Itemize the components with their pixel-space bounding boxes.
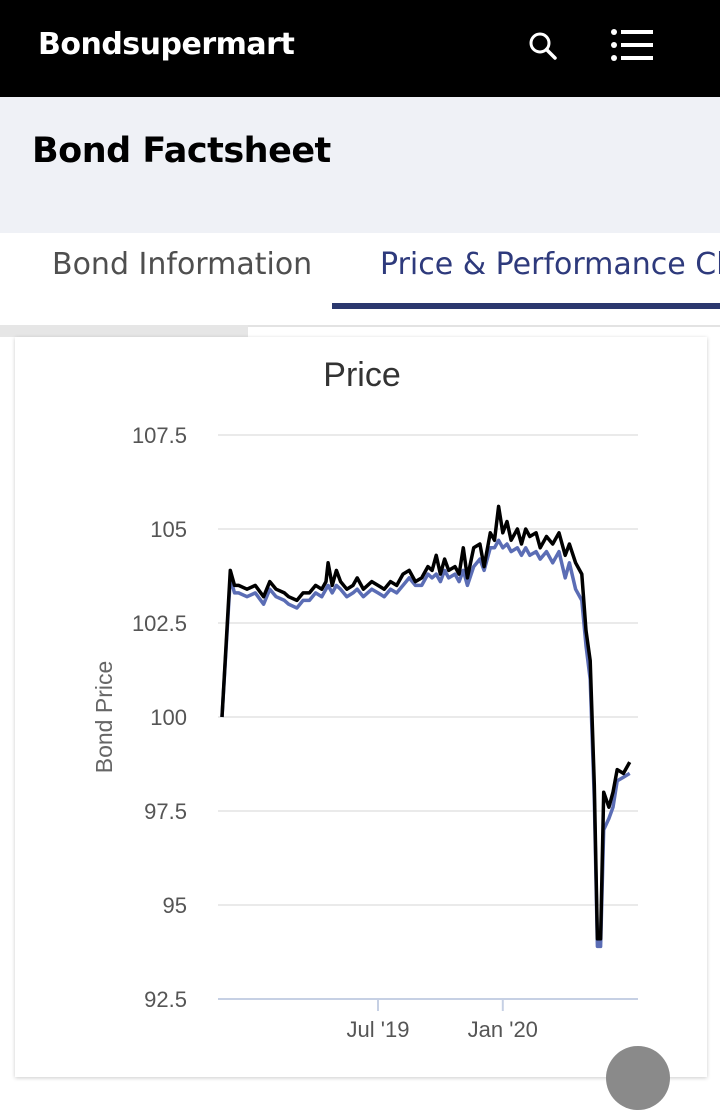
tab-price-performance[interactable]: Price & Performance Cha	[380, 247, 720, 282]
tab-scrollbar[interactable]	[0, 325, 248, 337]
price-chart: 107.5 105 102.5 100 97.5 95 92.5 Jul '19 Jan '20…	[91, 423, 638, 1042]
x-tick-label: Jan '20	[468, 1017, 538, 1042]
x-tick-label: Jul '19	[347, 1017, 410, 1042]
y-axis-label: Bond Price	[91, 661, 117, 774]
page-title: Bond Factsheet	[32, 131, 331, 171]
menu-icon[interactable]	[610, 28, 654, 62]
search-icon[interactable]	[527, 30, 559, 62]
y-tick-label: 97.5	[144, 799, 187, 824]
y-tick-label: 105	[150, 517, 187, 542]
series-line-1	[220, 504, 632, 941]
y-tick-label: 107.5	[132, 423, 187, 448]
y-tick-label: 100	[150, 705, 187, 730]
chart-title: Price	[323, 356, 401, 394]
page-header: Bond Factsheet	[0, 97, 720, 233]
tab-bond-information[interactable]: Bond Information	[52, 247, 313, 282]
y-tick-label: 92.5	[144, 987, 187, 1012]
bondsupermart-logo[interactable]: Bondsupermart	[38, 27, 295, 62]
floating-action-button[interactable]	[606, 1046, 670, 1110]
top-navigation-bar: Bondsupermart	[0, 0, 720, 97]
tab-bar: Bond Information Price & Performance Cha	[4, 233, 720, 327]
y-tick-label: 102.5	[132, 611, 187, 636]
series-line-2	[220, 538, 631, 949]
active-tab-indicator	[332, 303, 720, 309]
y-tick-label: 95	[163, 893, 187, 918]
